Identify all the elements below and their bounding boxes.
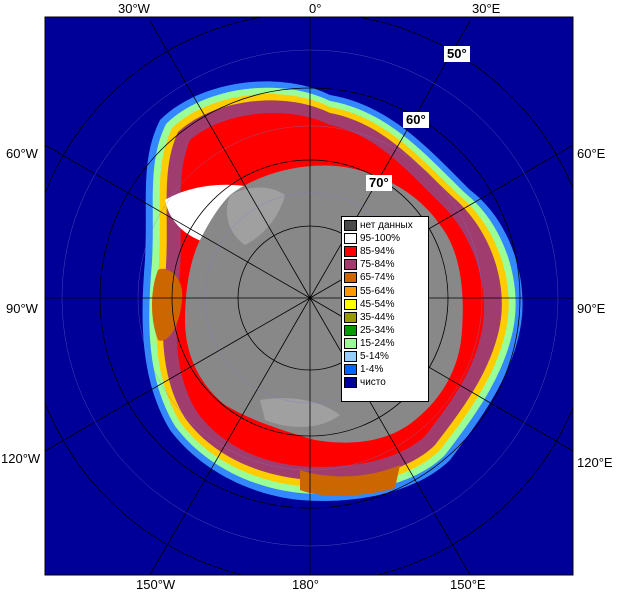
legend-label: 15-24% xyxy=(360,337,395,349)
legend-item: 35-44% xyxy=(344,311,426,324)
legend-swatch xyxy=(344,337,357,349)
legend-swatch xyxy=(344,285,357,297)
legend-item: 5-14% xyxy=(344,350,426,363)
latitude-label-60: 60° xyxy=(403,112,429,128)
meridian-label-60e: 60°E xyxy=(577,146,606,161)
legend-swatch xyxy=(344,311,357,323)
legend-label: 95-100% xyxy=(360,233,401,245)
meridian-label-150e: 150°E xyxy=(450,577,486,592)
legend-swatch xyxy=(344,259,357,271)
meridian-label-120w: 120°W xyxy=(1,451,41,466)
legend-swatch xyxy=(344,246,357,258)
legend-label: чисто xyxy=(360,377,386,389)
legend-swatch xyxy=(344,220,357,232)
legend-item: 55-64% xyxy=(344,284,426,297)
legend-item: 45-54% xyxy=(344,298,426,311)
legend-label: 65-74% xyxy=(360,272,395,284)
legend-item: 95-100% xyxy=(344,232,426,245)
legend-swatch xyxy=(344,364,357,376)
legend-item: нет данных xyxy=(344,219,426,232)
legend-item: 85-94% xyxy=(344,245,426,258)
meridian-label-180: 180° xyxy=(292,577,319,592)
latitude-label-70: 70° xyxy=(366,175,392,191)
legend-label: нет данных xyxy=(360,220,413,232)
ice-shelf-weddell xyxy=(226,187,285,245)
meridian-label-30e: 30°E xyxy=(472,1,501,16)
meridian-label-0: 0° xyxy=(309,1,322,16)
legend-label: 75-84% xyxy=(360,259,395,271)
legend-item: 65-74% xyxy=(344,271,426,284)
ice-band-orange-2 xyxy=(300,465,400,496)
legend-swatch xyxy=(344,298,357,310)
legend-item: 15-24% xyxy=(344,337,426,350)
legend-swatch xyxy=(344,272,357,284)
legend-swatch xyxy=(344,233,357,245)
legend-label: 1-4% xyxy=(360,364,384,376)
legend-item: 25-34% xyxy=(344,324,426,337)
meridian-label-120e: 120°E xyxy=(577,455,613,470)
legend-swatch xyxy=(344,377,357,389)
legend-item: чисто xyxy=(344,376,426,389)
ice-band-orange xyxy=(152,268,183,341)
latitude-label-50: 50° xyxy=(444,46,470,62)
legend-label: 25-34% xyxy=(360,324,395,336)
legend-label: 45-54% xyxy=(360,298,395,310)
meridian-label-60w: 60°W xyxy=(6,146,38,161)
legend-swatch xyxy=(344,324,357,336)
legend-item: 1-4% xyxy=(344,363,426,376)
ice-shelf-ross xyxy=(260,398,340,427)
meridian-label-30w: 30°W xyxy=(118,1,150,16)
meridian-label-90w: 90°W xyxy=(6,301,38,316)
legend: нет данных 95-100% 85-94% 75-84% 65-74% 55-64… xyxy=(341,216,429,402)
legend-label: 55-64% xyxy=(360,285,395,297)
meridian-label-150w: 150°W xyxy=(136,577,176,592)
legend-item: 75-84% xyxy=(344,258,426,271)
legend-label: 85-94% xyxy=(360,246,395,258)
meridian-label-90e: 90°E xyxy=(577,301,606,316)
legend-label: 5-14% xyxy=(360,350,389,362)
legend-swatch xyxy=(344,350,357,362)
legend-label: 35-44% xyxy=(360,311,395,323)
